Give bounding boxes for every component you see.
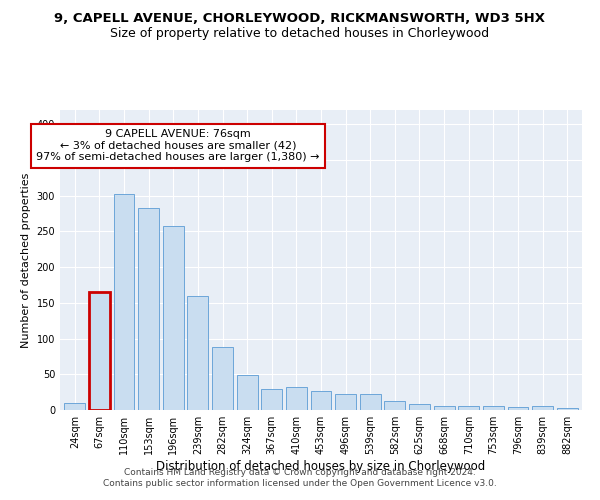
Bar — [360, 394, 381, 410]
Bar — [335, 394, 356, 410]
Text: 9 CAPELL AVENUE: 76sqm
← 3% of detached houses are smaller (42)
97% of semi-deta: 9 CAPELL AVENUE: 76sqm ← 3% of detached … — [37, 130, 320, 162]
Bar — [236, 375, 257, 410]
Bar — [212, 347, 233, 410]
Text: Size of property relative to detached houses in Chorleywood: Size of property relative to detached ho… — [110, 28, 490, 40]
Bar — [458, 406, 479, 410]
Bar — [508, 407, 529, 410]
Bar — [163, 226, 184, 410]
Y-axis label: Number of detached properties: Number of detached properties — [21, 172, 31, 348]
Bar — [113, 194, 134, 410]
Bar — [409, 404, 430, 410]
Text: Contains HM Land Registry data © Crown copyright and database right 2024.
Contai: Contains HM Land Registry data © Crown c… — [103, 468, 497, 487]
Bar — [138, 208, 159, 410]
Bar — [483, 406, 504, 410]
Bar — [64, 403, 85, 410]
Bar — [261, 388, 282, 410]
Bar — [187, 296, 208, 410]
Bar — [532, 406, 553, 410]
Text: 9, CAPELL AVENUE, CHORLEYWOOD, RICKMANSWORTH, WD3 5HX: 9, CAPELL AVENUE, CHORLEYWOOD, RICKMANSW… — [55, 12, 545, 26]
Bar — [557, 408, 578, 410]
Bar — [286, 387, 307, 410]
Bar — [311, 392, 331, 410]
X-axis label: Distribution of detached houses by size in Chorleywood: Distribution of detached houses by size … — [157, 460, 485, 473]
Bar — [434, 406, 455, 410]
Bar — [385, 400, 406, 410]
Bar — [89, 292, 110, 410]
